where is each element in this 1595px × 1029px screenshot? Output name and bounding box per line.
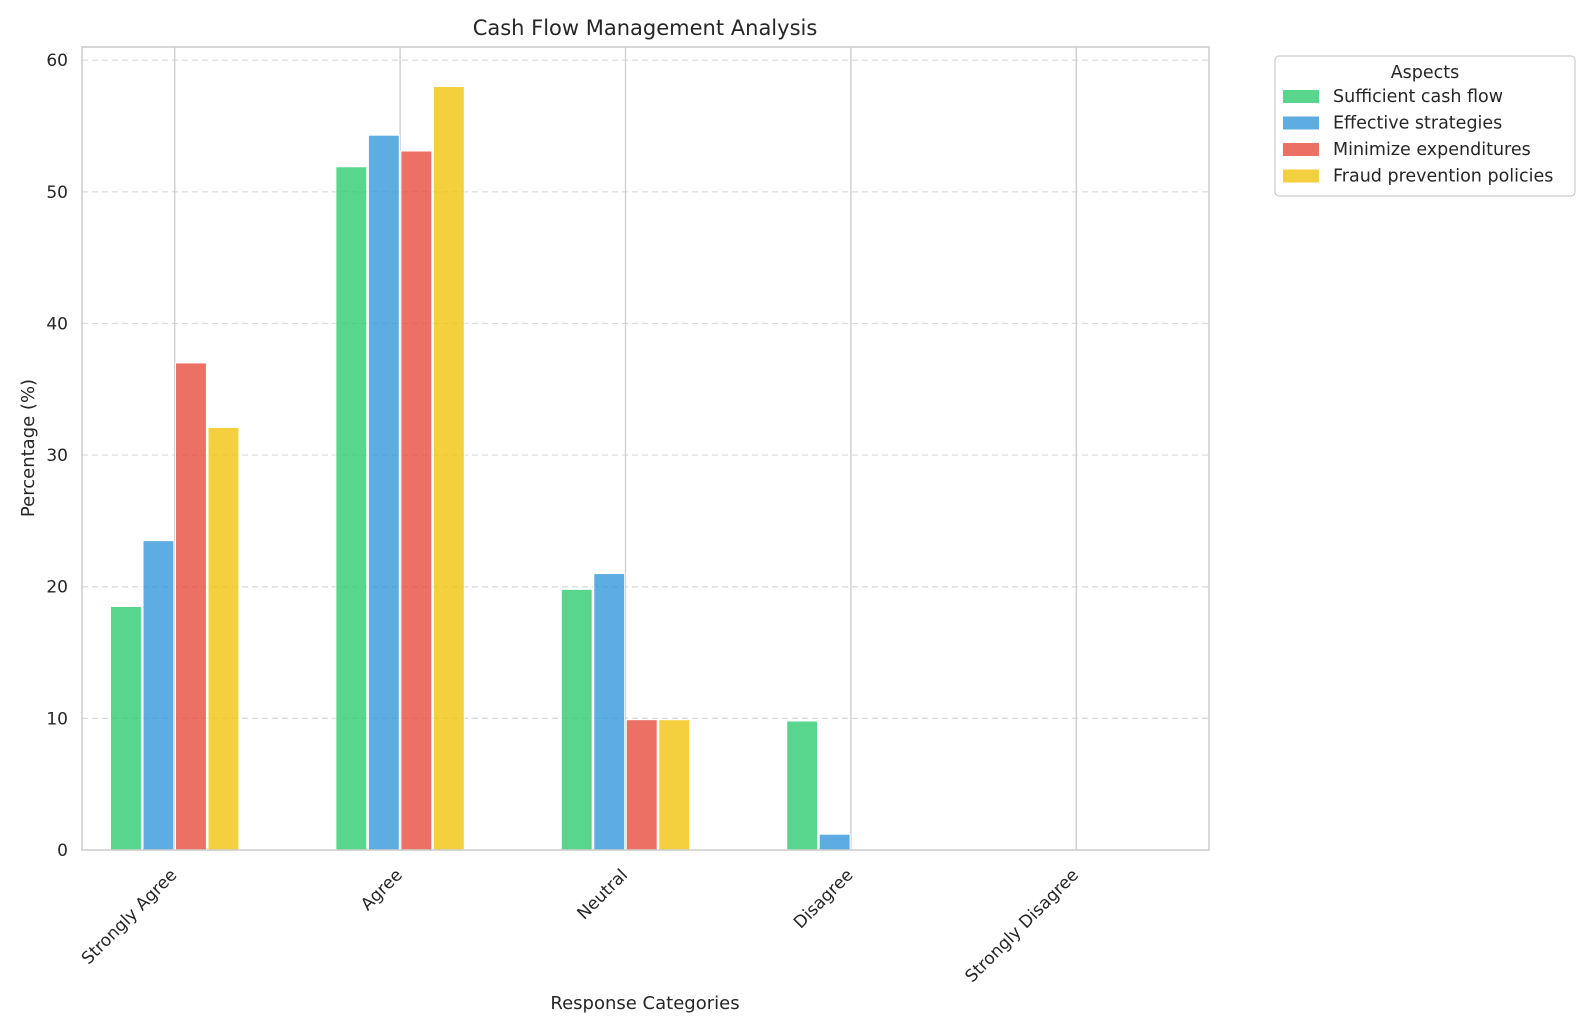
bar-1-3 <box>818 833 851 851</box>
x-axis-title: Response Categories <box>550 993 739 1014</box>
chart-title: Cash Flow Management Analysis <box>473 16 818 40</box>
legend-title: Aspects <box>1391 63 1460 83</box>
legend-swatch <box>1283 169 1319 183</box>
y-tick-label: 40 <box>46 314 68 334</box>
legend-label: Minimize expenditures <box>1333 140 1531 160</box>
x-tick-label: Neutral <box>574 865 633 924</box>
bar-0-2 <box>560 588 593 851</box>
y-tick-label: 0 <box>57 841 68 861</box>
legend-label: Effective strategies <box>1333 114 1502 134</box>
bar-3-1 <box>432 85 465 851</box>
bar-1-2 <box>593 573 626 851</box>
bar-0-3 <box>786 720 819 851</box>
legend-items: Sufficient cash flow Effective strategies… <box>1283 87 1553 187</box>
plot-frame <box>81 46 1210 851</box>
bar-0-1 <box>335 166 368 851</box>
x-tick-label: Strongly Agree <box>78 865 181 968</box>
bar-3-0 <box>207 426 240 851</box>
y-tick-label: 60 <box>46 51 68 71</box>
legend-label: Fraud prevention policies <box>1333 167 1553 187</box>
legend: Aspects Sufficient cash flow Effective st… <box>1274 55 1576 197</box>
y-axis-ticks: 0 10 20 30 40 50 60 <box>46 51 68 861</box>
bar-2-0 <box>175 362 207 851</box>
x-tick-label: Disagree <box>790 865 857 932</box>
bar-0-0 <box>110 605 142 851</box>
x-tick-label: Agree <box>357 865 406 914</box>
legend-swatch <box>1283 143 1319 156</box>
x-axis-ticks: Strongly Agree Agree Neutral Disagree Strong… <box>78 865 1083 986</box>
bars <box>110 85 851 851</box>
bar-1-1 <box>367 134 400 851</box>
bar-1-0 <box>142 540 175 851</box>
y-tick-label: 50 <box>46 183 68 203</box>
y-tick-label: 10 <box>46 709 68 729</box>
grid <box>82 47 1209 850</box>
x-tick-label: Strongly Disagree <box>961 865 1082 986</box>
bar-3-2 <box>658 719 691 851</box>
y-axis-title: Percentage (%) <box>18 379 39 517</box>
legend-swatch <box>1283 90 1319 103</box>
legend-label: Sufficient cash flow <box>1333 87 1503 107</box>
legend-swatch <box>1283 116 1319 130</box>
bar-2-2 <box>625 719 658 851</box>
y-tick-label: 30 <box>46 446 68 466</box>
bar-2-1 <box>400 150 433 851</box>
legend-box <box>1274 55 1576 197</box>
y-tick-label: 20 <box>46 578 68 598</box>
